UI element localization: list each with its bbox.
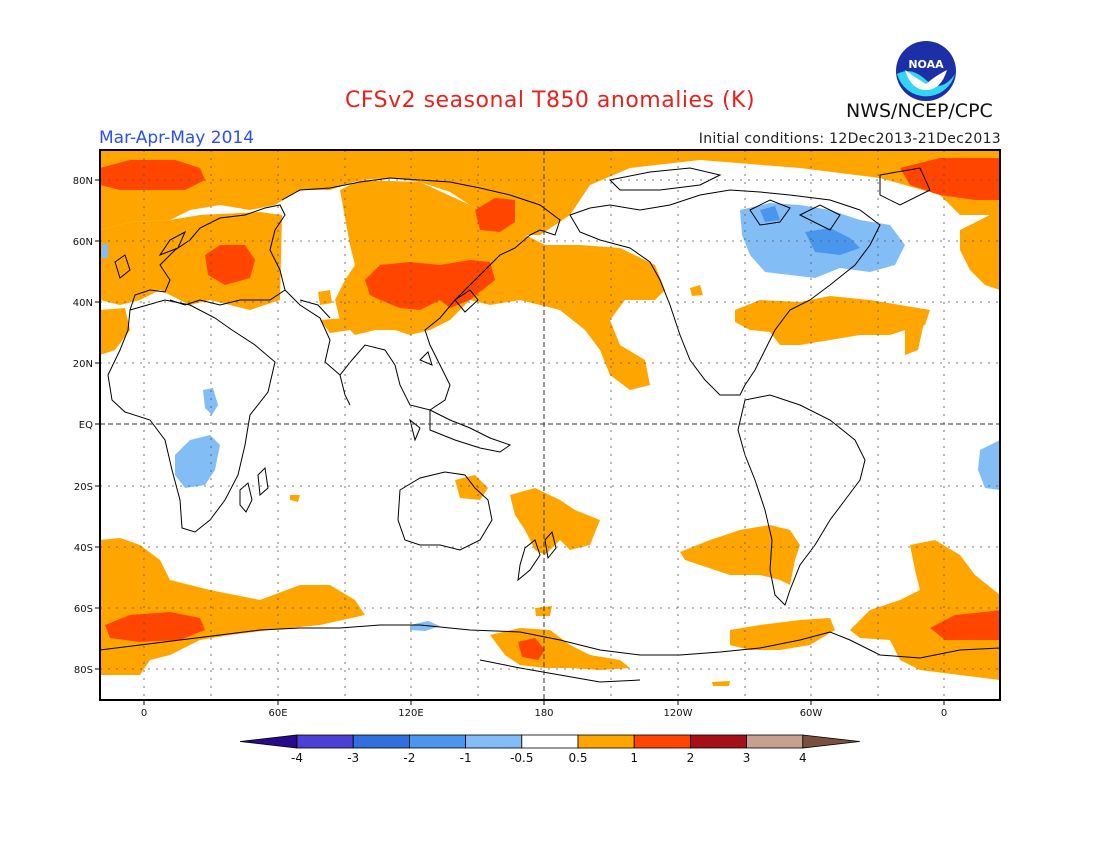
logo-text: NOAA [908,58,944,71]
coastlines [100,167,1000,683]
colorbar-label: 3 [743,751,751,765]
south-pacific-warm-anomaly [510,488,600,555]
lat-label: 40S [74,543,93,554]
chart-title: CFSv2 seasonal T850 anomalies (K) [344,88,756,113]
colorbar-label: -3 [347,751,359,765]
siberia-warm-anomaly [335,180,665,390]
colorbar-swatch [296,734,354,749]
colorbar-label: -2 [403,751,415,765]
lon-label: 60W [800,708,823,719]
anomaly-fields [100,150,1000,686]
reference-lines [100,150,1000,700]
colorbar-label: -0.5 [510,751,533,765]
colorbar-label: 0.5 [568,751,587,765]
lon-label: 0 [141,708,147,719]
canada-cool-core [805,228,860,255]
colorbar: -4 -3 -2 -1 -0.5 0.5 1 2 3 4 [239,734,860,765]
colorbar-label: 1 [630,751,638,765]
colorbar-label: 2 [687,751,695,765]
lat-label: 60N [73,237,93,248]
canada-warm-anomaly [960,210,1000,290]
axis-ticks [95,179,945,705]
north-atlantic-warm-anomaly [735,296,930,345]
siberia-warm-core [365,260,495,310]
brazil-coast-cool-anomaly [978,440,1000,490]
colorbar-swatch [352,734,410,749]
lat-label: 20S [74,482,93,493]
lat-label: 60S [74,604,93,615]
map-frame [99,149,1001,701]
colorbar-swatch [746,734,804,749]
arctic-warm-anomaly [100,150,1000,235]
graticule [100,150,1000,700]
arctic-warm-core-west [100,160,205,190]
colorbar-arrow-low [239,734,298,749]
lon-label: 120E [398,708,423,719]
latitude-labels: 80N 60N 40N 20N EQ 20S 40S 60S 80S [73,176,93,676]
colorbar-swatch [577,734,635,749]
colorbar-label: -4 [291,751,303,765]
colorbar-swatch [521,734,579,749]
africa-cool-anomaly [175,435,220,488]
forecast-period: Mar-Apr-May 2014 [99,128,255,148]
southern-ocean-warm-core-east [930,610,1000,640]
colorbar-swatch [633,734,691,749]
lat-label: 40N [73,298,93,309]
lat-label: 20N [73,359,93,370]
lat-label: 80N [73,176,93,187]
lon-label: 120W [664,708,693,719]
colorbar-label: 4 [799,751,807,765]
southern-ocean-east-warm-anomaly [850,540,1000,680]
north-africa-warm-anomaly [100,308,130,355]
colorbar-arrow-high [802,734,860,749]
agency-label: NWS/NCEP/CPC [846,100,993,122]
scandinavia-warm-core [205,245,255,285]
longitude-labels: 0 60E 120E 180 120W 60W 0 [141,708,947,719]
arctic-warm-core-east [900,158,1000,200]
colorbar-swatch [408,734,466,749]
southern-ocean-west-warm-anomaly [100,538,365,675]
noaa-logo-icon: NOAA [896,41,956,101]
lat-label: 80S [74,665,93,676]
colorbar-swatch [465,734,523,749]
colorbar-swatch [690,734,748,749]
initial-conditions: Initial conditions: 12Dec2013-21Dec2013 [698,131,1001,147]
lon-label: 180 [534,708,553,719]
lon-label: 60E [268,708,287,719]
colorbar-label: -1 [460,751,472,765]
southern-ocean-warm-core-west [105,612,205,642]
lon-label: 0 [941,708,947,719]
lat-label: EQ [79,420,93,431]
eurasia-warm-anomaly [100,212,282,310]
